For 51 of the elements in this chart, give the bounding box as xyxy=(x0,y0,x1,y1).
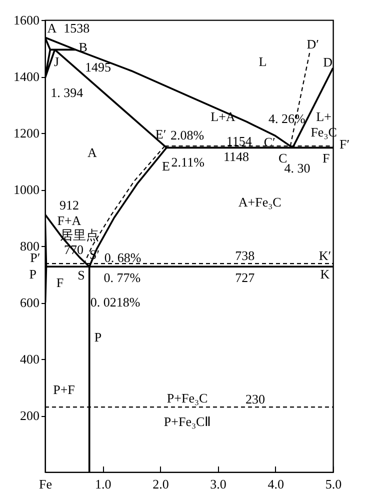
annotation: P xyxy=(94,330,102,345)
text: F′ xyxy=(339,136,350,152)
annotation: S xyxy=(78,267,85,282)
text: P xyxy=(29,266,37,282)
annotation: A xyxy=(88,145,98,160)
annotation: 1154 xyxy=(226,133,252,148)
annotation: B xyxy=(78,40,88,55)
annotation: L xyxy=(258,54,267,69)
annotation: P+Fe₃CⅡ xyxy=(164,414,211,429)
annotation: 738 xyxy=(235,248,255,263)
annotation: 1148 xyxy=(223,149,249,164)
annotation: 1495 xyxy=(84,59,111,74)
annotation: A+Fe₃C xyxy=(238,194,282,210)
annotation: 230 xyxy=(245,392,265,407)
annotation: K xyxy=(320,266,330,282)
y-tick-label: 200 xyxy=(20,408,40,423)
annotation: L+ xyxy=(316,109,332,124)
annotation: 912 xyxy=(59,197,79,212)
annotation: P+F xyxy=(53,382,75,397)
annotation: 727 xyxy=(235,270,256,286)
annotation: D′ xyxy=(306,36,320,52)
y-tick-label: 1600 xyxy=(14,12,40,28)
y-tick-label: 1000 xyxy=(14,182,40,197)
annotation: F xyxy=(322,150,330,166)
annotation: 4. 26% xyxy=(268,110,306,126)
annotation: 0. 68% xyxy=(104,250,142,265)
y-tick-label: 1400 xyxy=(14,69,40,84)
annotation: 0. 77% xyxy=(104,270,141,286)
annotation: 2.08% xyxy=(170,128,204,143)
y-tick-label: 600 xyxy=(20,295,40,310)
annotation: A xyxy=(47,20,58,36)
annotation: J xyxy=(54,54,60,69)
y-tick-label: 1200 xyxy=(14,126,40,140)
x-tick-label: 1.0 xyxy=(94,476,112,492)
annotation: F+A xyxy=(57,213,82,228)
x-tick-label: 4.0 xyxy=(268,476,284,492)
annotation: D xyxy=(323,54,333,70)
annotation: K′ xyxy=(318,248,332,263)
annotation: P+Fe₃C xyxy=(166,390,208,406)
y-tick-label: 400 xyxy=(20,352,40,366)
annotation: 2.11% xyxy=(171,154,205,170)
annotation: E′ xyxy=(155,126,166,142)
annotation: E xyxy=(162,158,170,174)
annotation: 1538 xyxy=(64,20,90,36)
x-tick-label: 2.0 xyxy=(152,476,169,492)
x-tick-label: 5.0 xyxy=(325,476,342,492)
x-tick-label: 3.0 xyxy=(210,476,226,492)
annotation: 1. 394 xyxy=(50,84,84,100)
x-tick-label: Fe xyxy=(39,476,52,492)
annotation: 0. 0218% xyxy=(90,294,140,310)
annotation: F xyxy=(56,275,64,290)
